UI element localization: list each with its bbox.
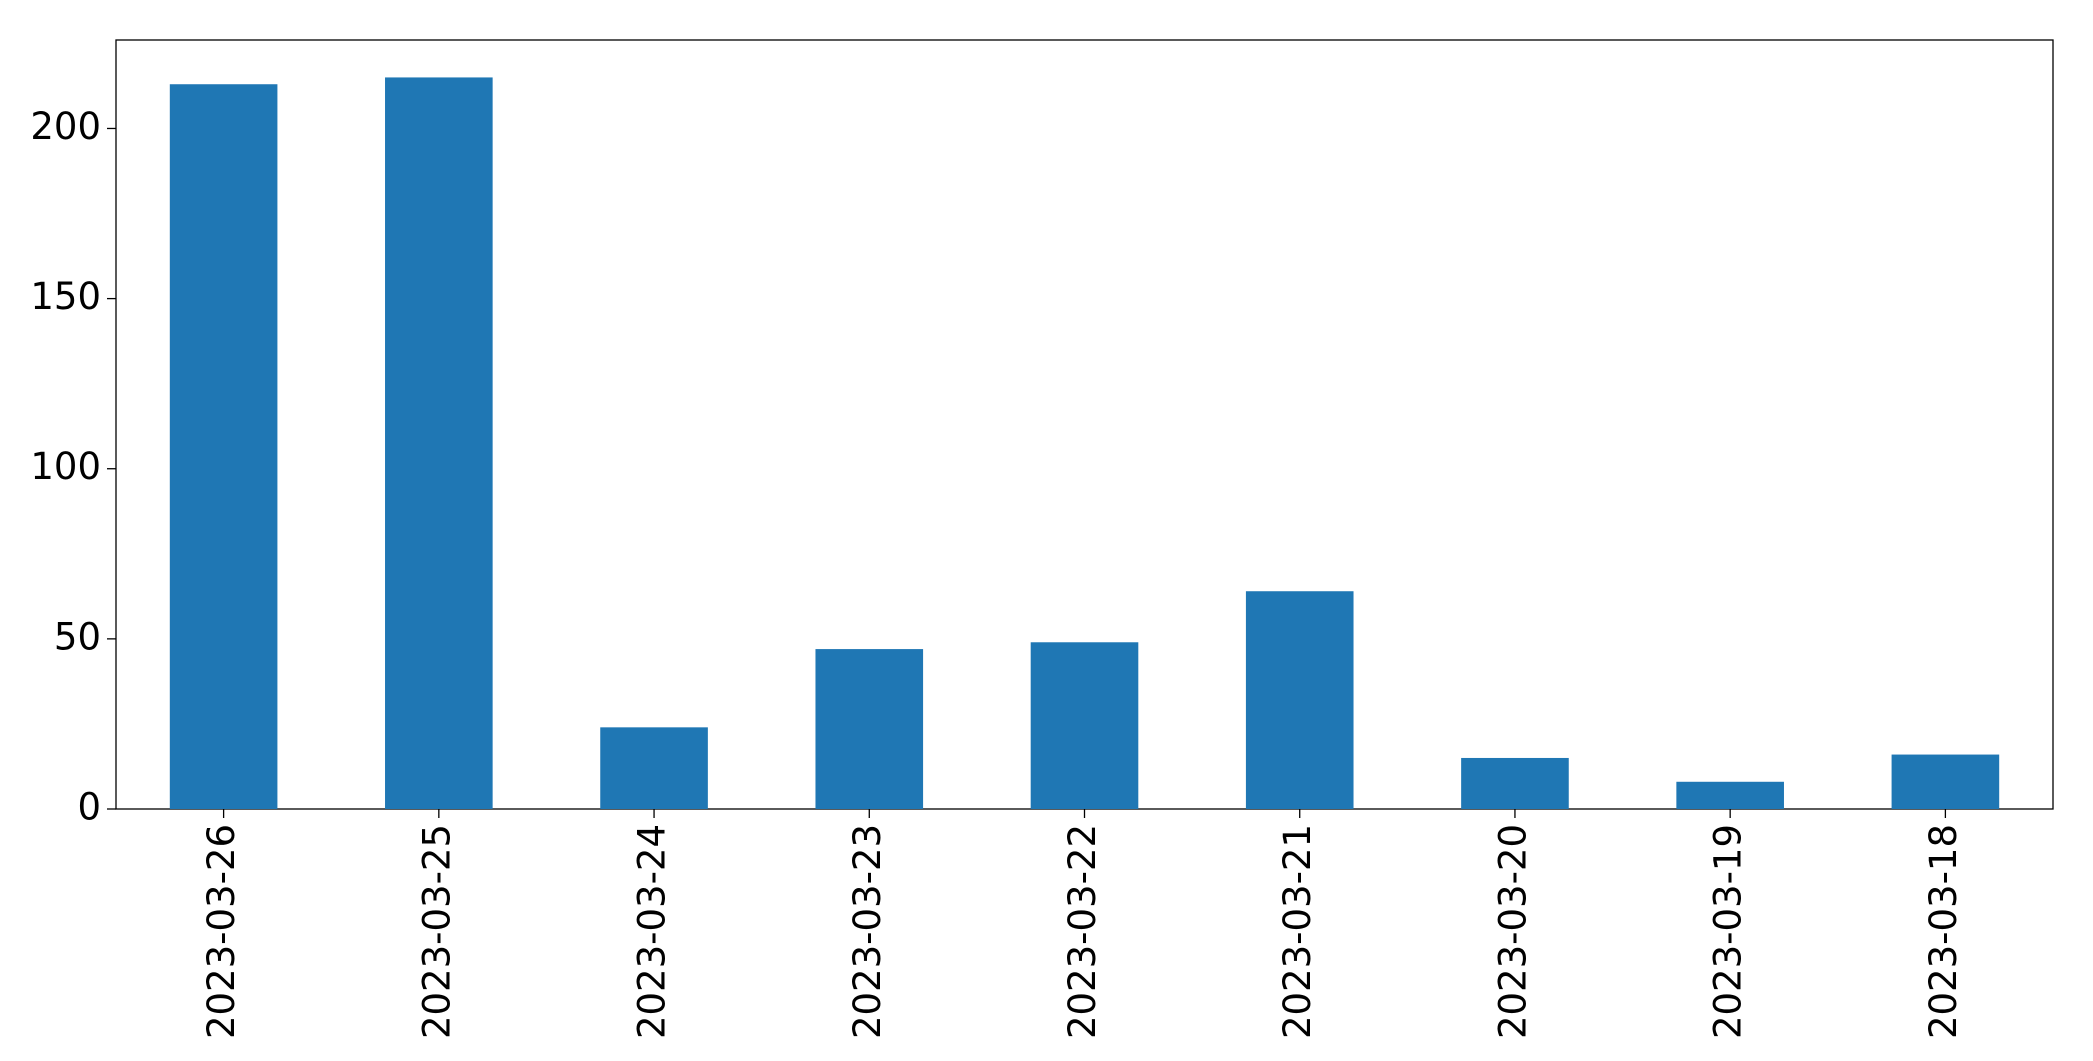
x-tick-label: 2023-03-20 [1491, 824, 1534, 1039]
x-tick-label: 2023-03-21 [1276, 824, 1319, 1039]
bar [1676, 781, 1784, 809]
y-tick-label: 50 [54, 615, 101, 658]
y-tick-label: 150 [30, 275, 101, 318]
x-tick-label: 2023-03-24 [631, 824, 674, 1039]
bar [1245, 591, 1354, 809]
y-tick-label: 100 [30, 445, 101, 488]
bar [1891, 754, 2000, 809]
bar [815, 649, 924, 809]
bar [385, 77, 493, 810]
x-tick-label: 2023-03-23 [846, 824, 889, 1039]
x-tick-label: 2023-03-18 [1922, 824, 1965, 1039]
bar [1030, 642, 1139, 809]
x-tick-label: 2023-03-25 [415, 824, 458, 1039]
x-tick-label: 2023-03-19 [1707, 824, 1750, 1039]
bar [1461, 757, 1569, 809]
y-tick-label: 200 [30, 105, 101, 148]
bar [600, 727, 708, 809]
x-tick-label: 2023-03-26 [200, 824, 243, 1039]
bar [169, 84, 278, 810]
x-tick-label: 2023-03-22 [1061, 824, 1104, 1039]
y-tick-label: 0 [77, 786, 101, 829]
